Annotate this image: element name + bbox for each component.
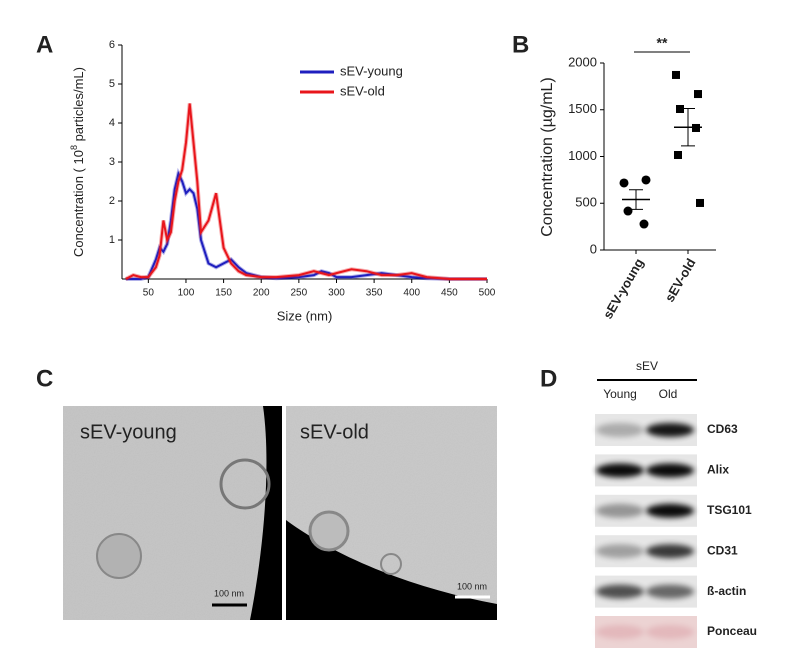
blot-label: CD63: [707, 422, 738, 436]
blot-label: TSG101: [707, 503, 752, 517]
point: [641, 175, 651, 185]
image-label: sEV-young: [80, 421, 177, 443]
y-axis-label-part: 8: [69, 145, 79, 150]
blot-label: Ponceau: [707, 624, 757, 638]
micrograph-old: [286, 406, 497, 620]
scale-bar-label: 100 nm: [457, 581, 487, 591]
legend-label: sEV-young: [340, 63, 403, 78]
blot-band: [596, 625, 644, 639]
y-axis-label-part: particles/mL): [71, 67, 86, 145]
blot-label: Alix: [707, 463, 729, 477]
x-tick-label: 250: [291, 288, 308, 299]
blot-band: [596, 503, 644, 518]
y-tick-label: 3: [109, 156, 115, 168]
image-label: sEV-old: [300, 421, 369, 443]
y-tick-label: 1: [109, 234, 115, 246]
y-tick-label: 500: [575, 195, 597, 210]
y-tick-label: 1000: [568, 148, 597, 163]
blot-band: [646, 544, 694, 559]
band: [125, 167, 487, 281]
x-axis-label: Size (nm): [277, 308, 333, 323]
blot-band: [646, 503, 694, 518]
blot-band: [646, 463, 694, 478]
x-tick-label: 500: [479, 288, 496, 299]
micrograph-young: [63, 406, 282, 620]
x-tick-label: 350: [366, 288, 383, 299]
y-axis-label-part: Concentration ( 10: [71, 150, 86, 257]
x-tick-label: 150: [215, 288, 232, 299]
y-tick-label: 1500: [568, 101, 597, 116]
band: [124, 103, 487, 281]
blot-band: [596, 584, 644, 599]
lane-label: Young: [603, 387, 637, 401]
x-tick-label: 100: [178, 288, 195, 299]
point: [674, 151, 682, 160]
blot-label: ß-actin: [707, 584, 746, 598]
blot-band: [646, 625, 694, 639]
lane-label: Old: [659, 387, 678, 401]
y-tick-label: 4: [109, 117, 115, 129]
blot-band: [646, 584, 694, 599]
x-tick-label: 50: [143, 288, 155, 299]
line: [125, 170, 487, 280]
x-tick-label: 200: [253, 288, 270, 299]
x-tick-label: sEV-young: [600, 256, 647, 322]
blot-band: [596, 423, 644, 437]
panel-letter: A: [36, 31, 53, 58]
error-bar: [681, 108, 695, 147]
legend-label: sEV-old: [340, 83, 385, 98]
y-tick-label: 2000: [568, 54, 597, 69]
point: [623, 206, 633, 216]
y-tick-label: 5: [109, 78, 115, 90]
blot-band: [596, 463, 644, 478]
x-tick-label: 450: [441, 288, 458, 299]
point: [672, 70, 680, 79]
blot-band: [646, 423, 694, 437]
y-tick-label: 6: [109, 39, 115, 51]
panel-letter: C: [36, 365, 53, 392]
point: [694, 90, 702, 99]
y-tick-label: 2: [109, 195, 115, 207]
point: [619, 178, 629, 188]
point: [639, 219, 649, 229]
y-axis-label: Concentration ( 108 particles/mL): [69, 67, 86, 257]
line: [125, 103, 487, 280]
y-tick-label: 0: [590, 241, 597, 256]
panel-letter: D: [540, 365, 557, 392]
blot-label: CD31: [707, 543, 738, 557]
x-tick-label: 400: [403, 288, 420, 299]
scale-bar-label: 100 nm: [214, 588, 244, 598]
significance-label: **: [657, 35, 668, 51]
blot-header: sEV: [636, 359, 658, 373]
blot-band: [596, 544, 644, 559]
x-tick-label: 300: [328, 288, 345, 299]
error-bar: [629, 189, 643, 210]
point: [696, 198, 704, 207]
point: [676, 105, 684, 114]
y-axis-label: Concentration (µg/mL): [539, 77, 556, 237]
panel-letter: B: [512, 31, 529, 58]
x-tick-label: sEV-old: [662, 256, 699, 305]
